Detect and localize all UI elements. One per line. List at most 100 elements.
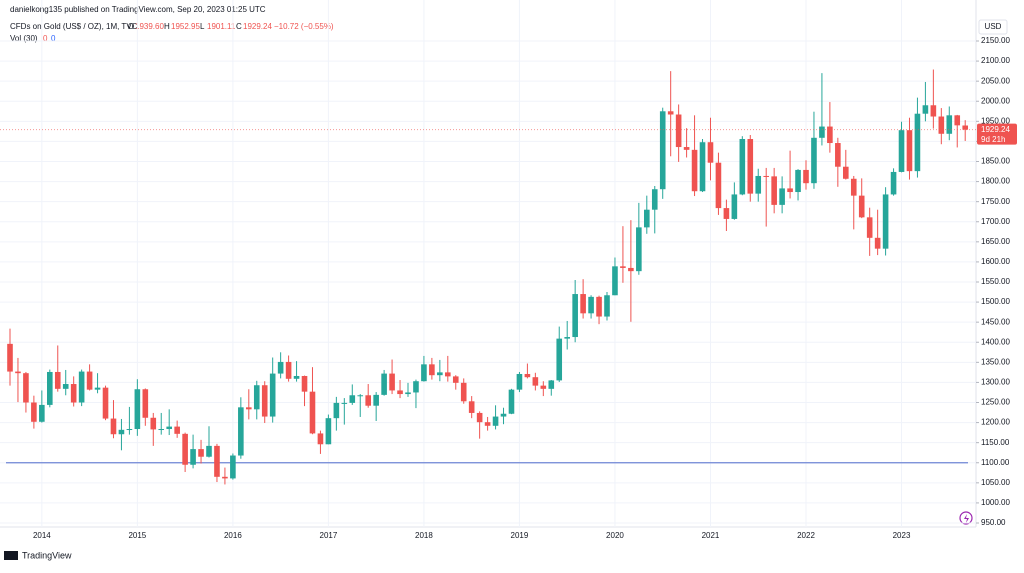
volume-value: 0 [43, 34, 48, 43]
candle-body [636, 227, 642, 272]
candle-body [819, 126, 825, 138]
candle-body [134, 389, 141, 430]
candle-body [922, 105, 929, 114]
brand[interactable]: TradingView [22, 550, 72, 560]
candle-body [492, 416, 499, 426]
candle-body [755, 175, 762, 194]
y-tick-label: 1650.00 [981, 237, 1010, 246]
candle-body [158, 429, 165, 431]
candle-body [683, 147, 690, 150]
candle-body [214, 445, 220, 477]
candle-body [548, 380, 555, 389]
legend-value: 1929.24 [243, 22, 272, 31]
candle-body [381, 373, 387, 395]
candle-body [898, 130, 905, 172]
candle-body [763, 175, 769, 177]
candle-body [866, 217, 873, 238]
candle-body [843, 166, 849, 179]
candle-body [723, 208, 730, 219]
candle-body [962, 125, 968, 130]
legend-change: −10.72 (−0.55%) [274, 22, 334, 31]
y-tick-label: 1950.00 [981, 116, 1010, 125]
candle-body [309, 391, 316, 434]
legend-value: 1939.60 [135, 22, 164, 31]
candle-body [460, 382, 467, 402]
header: danielkong135 published on TradingView.c… [10, 5, 266, 14]
y-tick-label: 2050.00 [981, 76, 1010, 85]
candle-body [691, 149, 698, 192]
candle-body [333, 402, 340, 419]
brand-logo[interactable] [4, 551, 18, 560]
candle-body [914, 113, 921, 172]
candle-body [540, 385, 547, 389]
y-tick-label: 2000.00 [981, 96, 1010, 105]
candle-body [930, 105, 937, 117]
candle-body [269, 373, 276, 417]
x-tick-label: 2015 [128, 531, 146, 540]
candle-body [429, 364, 435, 376]
candle-body [94, 387, 101, 390]
alert-icon-bolt [964, 514, 969, 523]
candle-body [389, 373, 395, 391]
candle-body [835, 143, 841, 167]
candle-body [413, 381, 419, 393]
candle-body [858, 195, 865, 218]
candle-body [47, 371, 53, 405]
candle-body [564, 337, 570, 339]
candle-body [349, 395, 356, 403]
candle-body [731, 194, 738, 219]
candle-body [110, 418, 117, 435]
candle-body [230, 455, 236, 479]
candle-body [882, 194, 889, 249]
symbol: CFDs on Gold (US$ / OZ), 1M, TVC [10, 22, 138, 31]
currency[interactable]: USD [985, 22, 1002, 31]
x-tick-label: 2022 [797, 531, 815, 540]
candle-body [238, 407, 244, 456]
y-tick-label: 1100.00 [981, 458, 1010, 467]
candle-body [86, 371, 93, 390]
candle-body [285, 361, 292, 379]
candle-body [596, 296, 602, 317]
candle-body [182, 433, 188, 465]
candle-body [452, 376, 459, 383]
candle-body [468, 401, 475, 413]
y-tick-label: 1050.00 [981, 478, 1010, 487]
candle-body [644, 209, 650, 228]
candle-body [246, 407, 252, 410]
y-tick-label: 1450.00 [981, 317, 1010, 326]
volume-value: 0 [51, 34, 56, 43]
candle-body [524, 373, 531, 378]
candle-body [787, 188, 793, 193]
candle-body [70, 384, 77, 403]
candle-body [437, 372, 443, 376]
y-tick-label: 950.00 [981, 518, 1006, 527]
legend-key: C [236, 22, 242, 31]
y-tick-label: 1200.00 [981, 418, 1010, 427]
y-tick-label: 1550.00 [981, 277, 1010, 286]
candle-body [421, 364, 427, 382]
last-price: 1929.24 [981, 125, 1010, 134]
candle-body [373, 394, 379, 406]
candle-body [747, 139, 754, 194]
candle-body [588, 296, 594, 314]
candle-body [500, 413, 507, 417]
y-tick-label: 1800.00 [981, 177, 1010, 186]
y-tick-label: 1750.00 [981, 197, 1010, 206]
candle-body [190, 449, 196, 465]
candle-body [667, 111, 674, 115]
candle-body [659, 111, 666, 190]
candle-body [604, 295, 610, 317]
currency-box[interactable] [978, 19, 1008, 35]
candle-body [628, 267, 634, 272]
candle-body [54, 371, 61, 389]
x-tick-label: 2023 [893, 531, 911, 540]
alert-icon[interactable] [959, 511, 973, 525]
candle-body [651, 189, 658, 210]
legend-value: 1901.11 [207, 22, 236, 31]
y-tick-label: 2150.00 [981, 36, 1010, 45]
candle-body [78, 371, 85, 403]
candle-body [771, 176, 777, 205]
candle-body [118, 429, 125, 435]
candle-body [779, 188, 785, 205]
x-tick-label: 2014 [33, 531, 51, 540]
